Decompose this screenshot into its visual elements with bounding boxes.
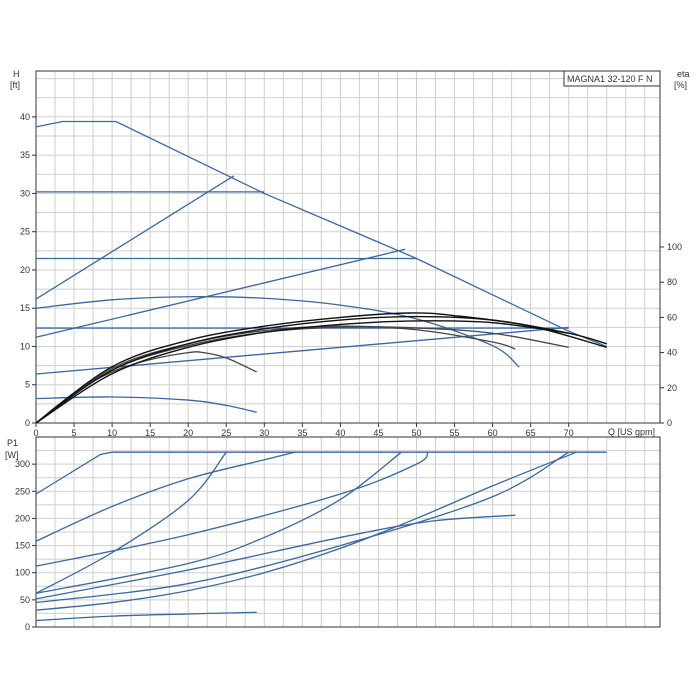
y-tick-label: 150 bbox=[15, 541, 30, 551]
efficiency-curve bbox=[35, 315, 607, 424]
y-tick-label: 25 bbox=[20, 227, 30, 237]
head-y-ticks: 0 5 10 15 20 25 30 35 40 bbox=[20, 112, 36, 428]
eta-tick-label: 20 bbox=[667, 383, 677, 393]
p1-axis-unit: [W] bbox=[5, 450, 19, 460]
efficiency-curve bbox=[35, 325, 516, 424]
y-tick-label: 100 bbox=[15, 568, 30, 578]
power-curve bbox=[35, 514, 516, 600]
x-tick-label: 65 bbox=[526, 428, 536, 438]
eta-tick-label: 80 bbox=[667, 277, 677, 287]
power-panel-frame bbox=[35, 436, 661, 628]
head-panel-grid bbox=[35, 71, 660, 424]
max-curve-curve bbox=[35, 120, 607, 348]
eta-tick-label: 0 bbox=[667, 418, 672, 428]
y-tick-label: 300 bbox=[15, 459, 30, 469]
x-tick-label: 40 bbox=[335, 428, 345, 438]
efficiency-curve bbox=[35, 320, 569, 424]
proportional-pressure-curve bbox=[35, 248, 406, 338]
eta-axis-unit: [%] bbox=[674, 80, 687, 90]
chart-title-box bbox=[563, 70, 661, 87]
power-curve bbox=[35, 451, 402, 594]
q-axis-label: Q [US gpm] bbox=[608, 427, 655, 437]
power-y-ticks: 0 50 100 150 200 250 300 bbox=[15, 459, 36, 632]
power-curve bbox=[35, 451, 429, 567]
x-tick-label: 30 bbox=[259, 428, 269, 438]
h-axis-label: H bbox=[13, 69, 20, 79]
power-curve bbox=[35, 451, 577, 611]
y-tick-label: 20 bbox=[20, 265, 30, 275]
head-panel-frame bbox=[35, 70, 661, 424]
proportional-pressure-curve bbox=[35, 175, 235, 300]
eta-tick-label: 60 bbox=[667, 312, 677, 322]
chart-title: MAGNA1 32-120 F N bbox=[567, 74, 653, 84]
x-tick-label: 50 bbox=[411, 428, 421, 438]
x-tick-label: 60 bbox=[488, 428, 498, 438]
x-tick-label: 10 bbox=[107, 428, 117, 438]
y-tick-label: 0 bbox=[25, 622, 30, 632]
eta-tick-label: 100 bbox=[667, 242, 682, 252]
power-panel-grid bbox=[35, 436, 660, 628]
y-tick-label: 250 bbox=[15, 486, 30, 496]
eta-y-ticks: 0 20 40 60 80 100 bbox=[660, 242, 682, 428]
p1-axis-label: P1 bbox=[7, 438, 18, 448]
h-axis-unit: [ft] bbox=[10, 80, 20, 90]
y-tick-label: 30 bbox=[20, 188, 30, 198]
x-tick-label: 25 bbox=[221, 428, 231, 438]
power-curve bbox=[35, 451, 570, 604]
power-curve bbox=[35, 451, 295, 542]
eta-axis-label: eta bbox=[677, 69, 690, 79]
eta-tick-label: 40 bbox=[667, 348, 677, 358]
power-curve bbox=[35, 451, 227, 594]
power-curves bbox=[35, 451, 607, 622]
x-tick-label: 45 bbox=[373, 428, 383, 438]
y-tick-label: 0 bbox=[25, 418, 30, 428]
x-tick-label: 0 bbox=[33, 428, 38, 438]
y-tick-label: 35 bbox=[20, 150, 30, 160]
y-tick-label: 200 bbox=[15, 513, 30, 523]
max-power-curve bbox=[35, 451, 607, 495]
x-tick-label: 15 bbox=[145, 428, 155, 438]
x-tick-label: 5 bbox=[72, 428, 77, 438]
fixed-speed-curve bbox=[35, 296, 520, 368]
y-tick-label: 5 bbox=[25, 380, 30, 390]
proportional-pressure-curve bbox=[35, 326, 569, 375]
power-curve bbox=[35, 611, 257, 622]
y-tick-label: 10 bbox=[20, 341, 30, 351]
x-tick-label: 35 bbox=[297, 428, 307, 438]
x-tick-label: 20 bbox=[183, 428, 193, 438]
y-tick-label: 50 bbox=[20, 595, 30, 605]
efficiency-curve bbox=[35, 351, 257, 424]
x-tick-label: 70 bbox=[564, 428, 574, 438]
y-tick-label: 15 bbox=[20, 303, 30, 313]
head-curves bbox=[35, 120, 607, 424]
head-x-ticks: 0 5 10 15 20 25 30 35 40 45 50 55 60 65 70 bbox=[33, 423, 574, 438]
x-tick-label: 55 bbox=[450, 428, 460, 438]
fixed-speed-curve bbox=[35, 396, 257, 413]
y-tick-label: 40 bbox=[20, 112, 30, 122]
